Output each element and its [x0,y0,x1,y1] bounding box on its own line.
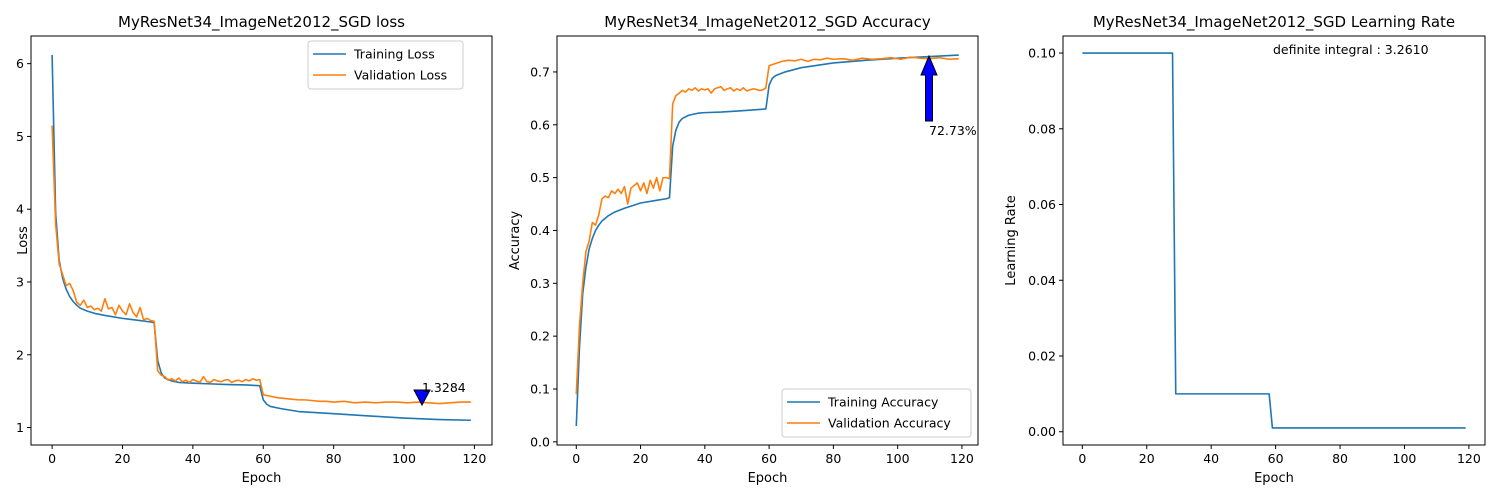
series-line-training-accuracy [575,54,959,427]
y-tick-label: 5 [16,129,24,144]
x-tick-label: 80 [326,451,342,466]
y-tick-label: 0.3 [530,276,550,291]
legend-box [307,40,464,90]
x-tick-label: 80 [825,451,841,466]
series-line-validation-accuracy [575,56,959,395]
legend-box [781,388,972,438]
y-tick-label: 0.10 [1028,46,1056,61]
y-axis-label: Loss [16,226,31,255]
annotation-label: 1.3284 [422,380,466,395]
annotation-arrow [413,389,431,407]
y-tick-label: 0.5 [530,170,550,185]
legend-label-validation-accuracy: Validation Accuracy [828,416,951,431]
y-tick-label: 0.0 [530,434,550,449]
x-tick-label: 0 [572,451,580,466]
accuracy-chart: MyResNet34_ImageNet2012_SGD Accuracy 0 20… [508,13,979,486]
plot-frame [556,35,979,446]
x-tick-label: 60 [255,451,271,466]
y-tick-label: 2 [16,347,24,362]
x-tick-label: 100 [1393,451,1417,466]
x-tick-label: 60 [761,451,777,466]
x-tick-label: 120 [1457,451,1481,466]
x-tick-label: 40 [185,451,201,466]
x-tick-label: 120 [950,451,974,466]
x-tick-label: 40 [697,451,713,466]
legend-label-training-loss: Training Loss [353,47,435,62]
chart-title: MyResNet34_ImageNet2012_SGD Accuracy [604,13,931,32]
y-tick-label: 0.08 [1028,121,1056,136]
x-tick-label: 120 [462,451,486,466]
y-tick-label: 3 [16,274,24,289]
y-tick-label: 0.2 [530,329,550,344]
y-axis-label: Learning Rate [1004,195,1019,285]
series-line-learning-rate [1082,52,1466,429]
legend: Training Loss Validation Loss [307,40,464,90]
y-axis-label: Accuracy [508,211,523,271]
annotation-label: definite integral : 3.2610 [1273,42,1429,57]
series-line-validation-loss [51,125,471,405]
x-axis-label: Epoch [242,471,282,486]
y-tick-label: 4 [16,202,24,217]
x-tick-label: 40 [1203,451,1219,466]
plot-frame [1062,35,1486,446]
legend-label-validation-loss: Validation Loss [354,68,447,83]
chart-title: MyResNet34_ImageNet2012_SGD Learning Rat… [1093,13,1455,32]
y-tick-label: 0.7 [530,64,550,79]
x-tick-label: 20 [1139,451,1155,466]
y-tick-label: 0.00 [1028,424,1056,439]
chart-title: MyResNet34_ImageNet2012_SGD loss [118,13,405,32]
learning-rate-chart: MyResNet34_ImageNet2012_SGD Learning Rat… [1004,13,1486,486]
y-tick-label: 0.6 [530,117,550,132]
y-tick-label: 0.06 [1028,197,1056,212]
y-tick-label: 6 [16,56,24,71]
y-tick-label: 0.1 [530,381,550,396]
x-tick-label: 20 [633,451,649,466]
x-axis-label: Epoch [748,471,788,486]
y-tick-label: 0.04 [1028,273,1056,288]
x-tick-label: 0 [48,451,56,466]
series-line-training-loss [51,54,471,422]
annotation: 1.3284 [413,380,466,407]
annotation-label: 72.73% [929,123,977,138]
x-tick-label: 20 [115,451,131,466]
y-tick-label: 0.4 [530,223,550,238]
loss-chart: MyResNet34_ImageNet2012_SGD loss 0 20 40 60… [16,13,493,486]
x-tick-label: 100 [886,451,910,466]
x-tick-label: 0 [1078,451,1086,466]
annotation-arrow [920,54,938,122]
y-tick-label: 1 [16,420,24,435]
annotation: 72.73% [920,54,977,138]
x-axis-label: Epoch [1254,471,1294,486]
x-tick-label: 100 [392,451,416,466]
legend: Training Accuracy Validation Accuracy [781,388,972,438]
plot-frame [30,35,493,446]
x-tick-label: 60 [1268,451,1284,466]
y-tick-label: 0.02 [1028,349,1056,364]
x-tick-label: 80 [1332,451,1348,466]
legend-label-training-accuracy: Training Accuracy [827,395,939,410]
